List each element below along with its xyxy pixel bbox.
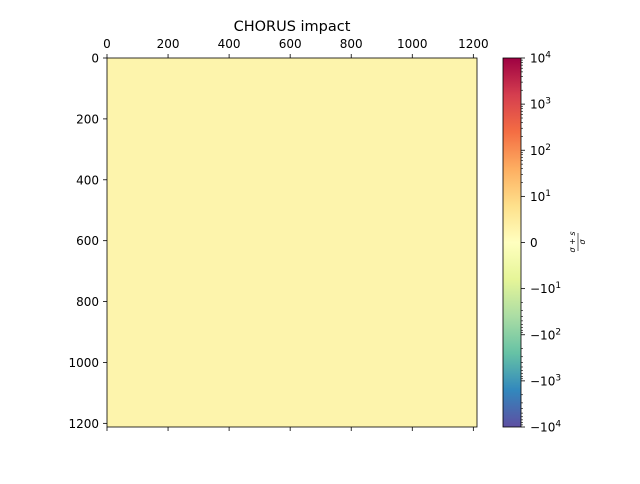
colorbar-tick-label: 101: [530, 189, 551, 204]
x-tick-label: 1200: [458, 37, 489, 51]
x-tick-label: 1000: [397, 37, 428, 51]
colorbar-gradient: [502, 57, 522, 428]
x-tick-label: 600: [279, 37, 302, 51]
x-axis: 0 200 400 600 800 1000 1200: [103, 37, 489, 431]
colorbar-tick-label: 104: [530, 51, 551, 66]
y-axis: 0 200 400 600 800 1000 1200: [68, 52, 107, 431]
x-tick-label: 400: [218, 37, 241, 51]
y-tick-label: 1200: [68, 417, 99, 431]
colorbar-tick-label: −101: [530, 281, 561, 296]
chart-title: CHORUS impact: [234, 19, 351, 35]
x-tick-label: 200: [157, 37, 180, 51]
colorbar-tick-label: −104: [530, 420, 561, 435]
y-tick-label: 400: [76, 173, 99, 187]
colorbar-label-numerator: σ + s: [568, 231, 577, 252]
colorbar-tick-label: 0: [530, 236, 538, 250]
x-tick-label: 0: [103, 37, 111, 51]
colorbar-tick-label: 102: [530, 143, 551, 158]
y-tick-label: 1000: [68, 356, 99, 370]
y-tick-label: 200: [76, 112, 99, 126]
y-tick-label: 0: [91, 52, 99, 66]
heatmap-matrix: [106, 57, 478, 428]
colorbar-label-denominator: σ: [578, 239, 587, 245]
colorbar-tick-label: −103: [530, 373, 561, 388]
y-tick-label: 800: [76, 295, 99, 309]
x-tick-label: 800: [340, 37, 363, 51]
y-tick-label: 600: [76, 234, 99, 248]
colorbar-tick-label: −102: [530, 327, 561, 342]
colorbar-tick-label: 103: [530, 97, 551, 112]
